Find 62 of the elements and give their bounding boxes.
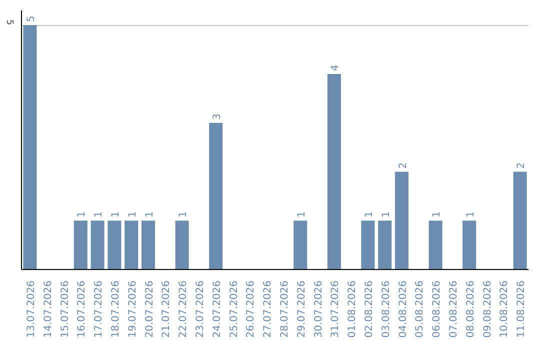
x-tick-label: 20.07.2026: [144, 280, 156, 338]
x-tick-label: 05.08.2026: [414, 280, 426, 338]
x-tick-label: 01.08.2026: [347, 280, 358, 338]
x-tick-label: 22.07.2026: [178, 280, 190, 338]
x-tick-label: 08.08.2026: [465, 280, 476, 338]
x-tick-label: 19.07.2026: [127, 280, 138, 338]
bar: [23, 25, 37, 270]
data-label: 2: [398, 162, 409, 169]
data-label: 1: [364, 211, 375, 218]
data-label: 1: [94, 211, 105, 218]
x-tick-label: 04.08.2026: [398, 280, 409, 338]
x-tick-label: 06.08.2026: [432, 280, 443, 338]
data-label: 1: [296, 211, 308, 218]
bar: [513, 172, 527, 270]
data-label: 1: [127, 211, 138, 218]
x-tick-label: 17.07.2026: [94, 280, 105, 338]
data-label: 5: [26, 16, 37, 22]
x-tick-label: 16.07.2026: [76, 280, 88, 338]
x-tick-label: 14.07.2026: [42, 280, 54, 338]
x-tick-label: 09.08.2026: [482, 280, 494, 338]
bar: [90, 220, 104, 270]
x-tick-label: 21.07.2026: [161, 280, 172, 338]
bar: [141, 220, 156, 270]
x-tick-label: 15.07.2026: [60, 280, 71, 338]
bar: [428, 220, 442, 270]
x-tick-label: 18.07.2026: [110, 280, 122, 338]
data-label: 1: [432, 211, 443, 218]
bar: [175, 220, 189, 270]
data-label: 4: [330, 64, 342, 72]
x-tick-label: 07.08.2026: [448, 280, 460, 338]
x-tick-label: 13.07.2026: [26, 280, 37, 338]
bar: [361, 220, 375, 270]
x-tick-label: 27.07.2026: [262, 280, 274, 338]
x-tick-label: 28.07.2026: [279, 280, 290, 338]
bar: [209, 122, 223, 270]
x-tick-label: 30.07.2026: [313, 280, 324, 338]
bar: [378, 220, 392, 270]
x-tick-label: 10.08.2026: [499, 280, 510, 338]
bar: [394, 172, 409, 270]
x-tick-label: 31.07.2026: [330, 280, 342, 338]
data-label: 1: [380, 211, 392, 218]
bar: [294, 220, 308, 270]
data-label: 1: [465, 211, 476, 218]
x-tick-label: 25.07.2026: [228, 280, 240, 338]
bar: [327, 74, 341, 270]
x-tick-label: 26.07.2026: [246, 280, 257, 338]
x-tick-label: 24.07.2026: [212, 280, 223, 338]
bar: [124, 220, 138, 270]
bar: [462, 220, 476, 270]
data-label: 3: [212, 114, 223, 120]
data-label: 2: [516, 162, 528, 169]
data-label: 1: [110, 211, 122, 218]
x-tick-label: 03.08.2026: [380, 280, 392, 338]
x-tick-label: 02.08.2026: [364, 280, 375, 338]
data-label: 1: [76, 211, 88, 218]
x-tick-label: 23.07.2026: [194, 280, 206, 338]
x-tick-label: 29.07.2026: [296, 280, 308, 338]
bar: [74, 220, 88, 270]
data-label: 1: [178, 211, 190, 218]
x-tick-label: 11.08.2026: [516, 280, 528, 338]
bar: [108, 220, 122, 270]
data-label: 1: [144, 211, 156, 218]
